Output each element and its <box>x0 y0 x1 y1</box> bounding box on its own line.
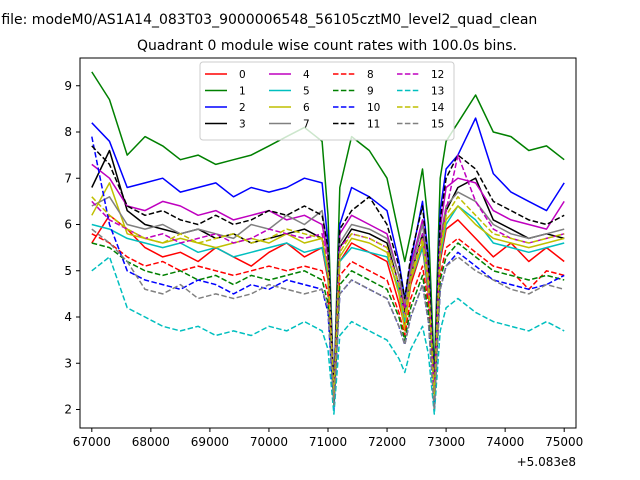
x-tick-label: 75000 <box>545 435 583 449</box>
legend-label-14: 14 <box>431 102 445 114</box>
x-axis: 67000 68000 69000 70000 71000 72000 73000 74000… <box>73 428 583 449</box>
y-tick-label: 7 <box>64 171 72 185</box>
y-tick-label: 3 <box>64 356 72 370</box>
series-line-15 <box>91 228 565 411</box>
y-tick-label: 6 <box>64 218 72 232</box>
legend-label-6: 6 <box>303 102 310 114</box>
legend-label-13: 13 <box>431 86 444 98</box>
series-line-7 <box>91 191 565 392</box>
series-lines <box>91 71 565 415</box>
x-tick-label: 74000 <box>486 435 524 449</box>
x-tick-label: 68000 <box>132 435 170 449</box>
y-tick-label: 8 <box>64 125 72 139</box>
y-tick-label: 2 <box>64 403 72 417</box>
legend-label-2: 2 <box>239 102 246 114</box>
y-tick-label: 9 <box>64 79 72 93</box>
series-line-9 <box>91 242 565 406</box>
x-tick-label: 67000 <box>73 435 111 449</box>
y-axis: 2 3 4 5 6 7 8 9 <box>64 79 80 417</box>
series-line-4 <box>91 163 565 392</box>
series-line-6 <box>91 182 565 397</box>
legend-label-5: 5 <box>303 86 310 98</box>
legend-label-0: 0 <box>239 69 246 81</box>
chart-title: Quadrant 0 module wise count rates with … <box>137 38 517 54</box>
suptitle: n file: modeM0/AS1A14_083T03_9000006548_… <box>0 12 537 28</box>
x-offset-label: +5.083e8 <box>517 455 576 469</box>
series-line-0 <box>91 214 565 383</box>
x-tick-label: 70000 <box>250 435 288 449</box>
legend-label-8: 8 <box>367 69 374 81</box>
x-tick-label: 73000 <box>427 435 465 449</box>
series-line-5 <box>91 205 565 402</box>
series-line-11 <box>91 145 565 392</box>
x-tick-label: 69000 <box>191 435 229 449</box>
x-tick-label: 71000 <box>309 435 347 449</box>
legend-label-10: 10 <box>367 102 380 114</box>
series-line-13 <box>91 256 565 415</box>
legend-label-4: 4 <box>303 69 310 81</box>
legend-label-9: 9 <box>367 86 374 98</box>
legend-label-12: 12 <box>431 69 444 81</box>
y-tick-label: 5 <box>64 264 72 278</box>
legend-label-3: 3 <box>239 119 246 131</box>
series-line-2 <box>91 117 565 388</box>
legend-label-7: 7 <box>303 119 310 131</box>
legend-label-11: 11 <box>367 119 380 131</box>
legend-box <box>199 61 455 141</box>
series-line-14 <box>91 196 565 397</box>
y-tick-label: 4 <box>64 310 72 324</box>
plot-area <box>91 71 565 415</box>
series-line-8 <box>91 233 565 402</box>
legend-label-1: 1 <box>239 86 246 98</box>
legend-label-15: 15 <box>431 119 444 131</box>
x-tick-label: 72000 <box>368 435 406 449</box>
